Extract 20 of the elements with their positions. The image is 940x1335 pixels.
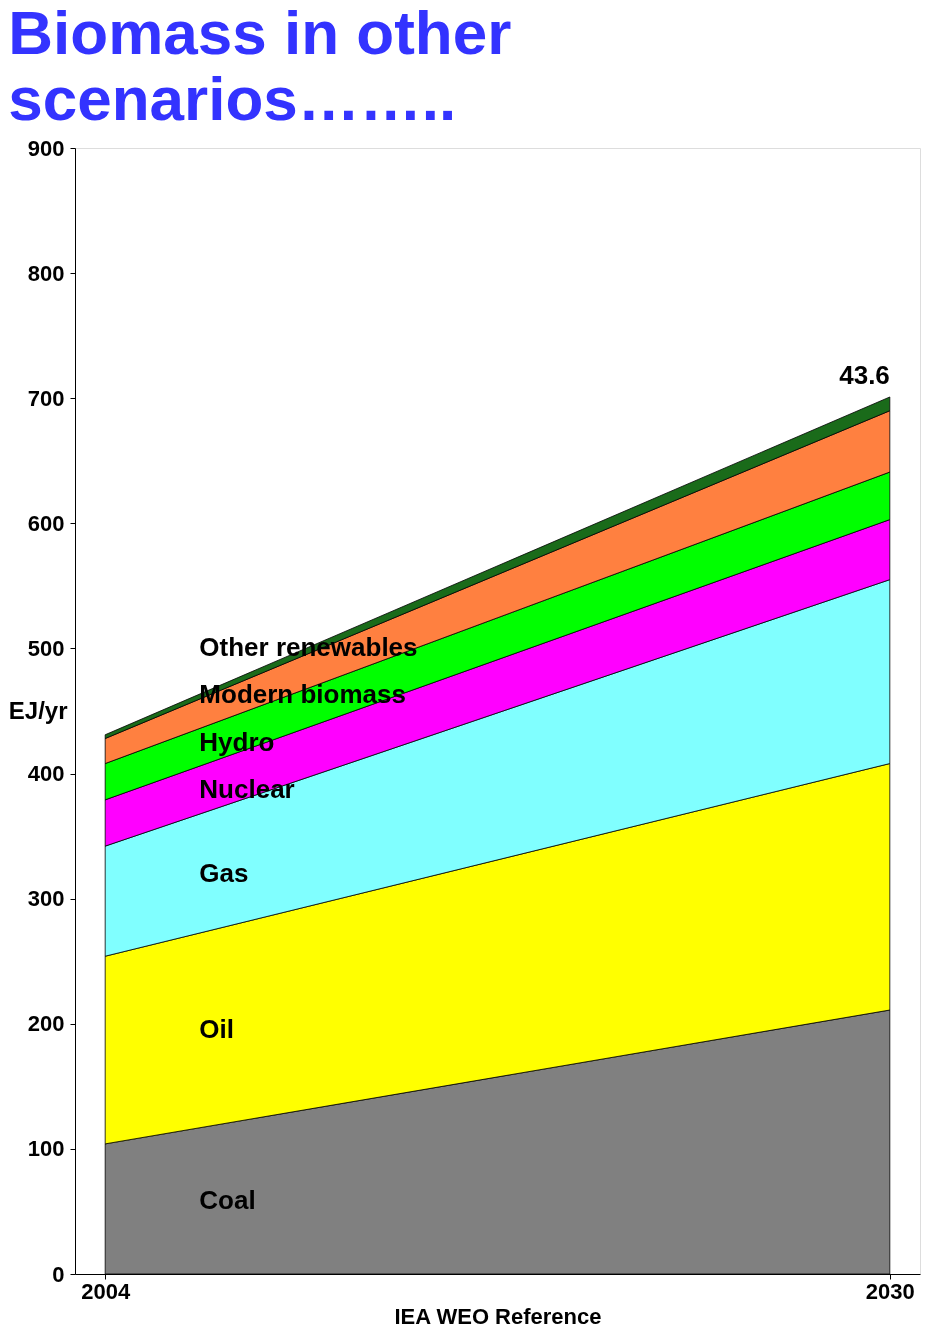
y-tick-label: 200	[27, 1011, 65, 1037]
y-tick-label: 900	[27, 135, 65, 161]
series-label: Hydro	[199, 726, 275, 757]
series-label: Gas	[199, 857, 249, 888]
x-tick-label: 2004	[81, 1278, 131, 1304]
y-tick-label: 800	[27, 260, 65, 286]
series-label: Oil	[199, 1014, 235, 1045]
y-tick-label: 0	[52, 1261, 65, 1287]
y-tick-label: 700	[27, 385, 65, 411]
x-tick-label: 2030	[865, 1278, 915, 1304]
annotation: 43.6	[839, 359, 890, 390]
y-axis-title: EJ/yr	[8, 696, 68, 724]
chart-title: Biomass in other scenarios……..	[8, 0, 512, 133]
x-axis-title: IEA WEO Reference	[394, 1303, 602, 1329]
y-tick-label: 100	[27, 1136, 65, 1162]
y-tick-label: 500	[27, 635, 65, 661]
y-tick-label: 300	[27, 886, 65, 912]
y-tick-label: 600	[27, 510, 65, 536]
y-tick-label: 400	[27, 761, 65, 787]
series-label: Coal	[199, 1184, 256, 1215]
